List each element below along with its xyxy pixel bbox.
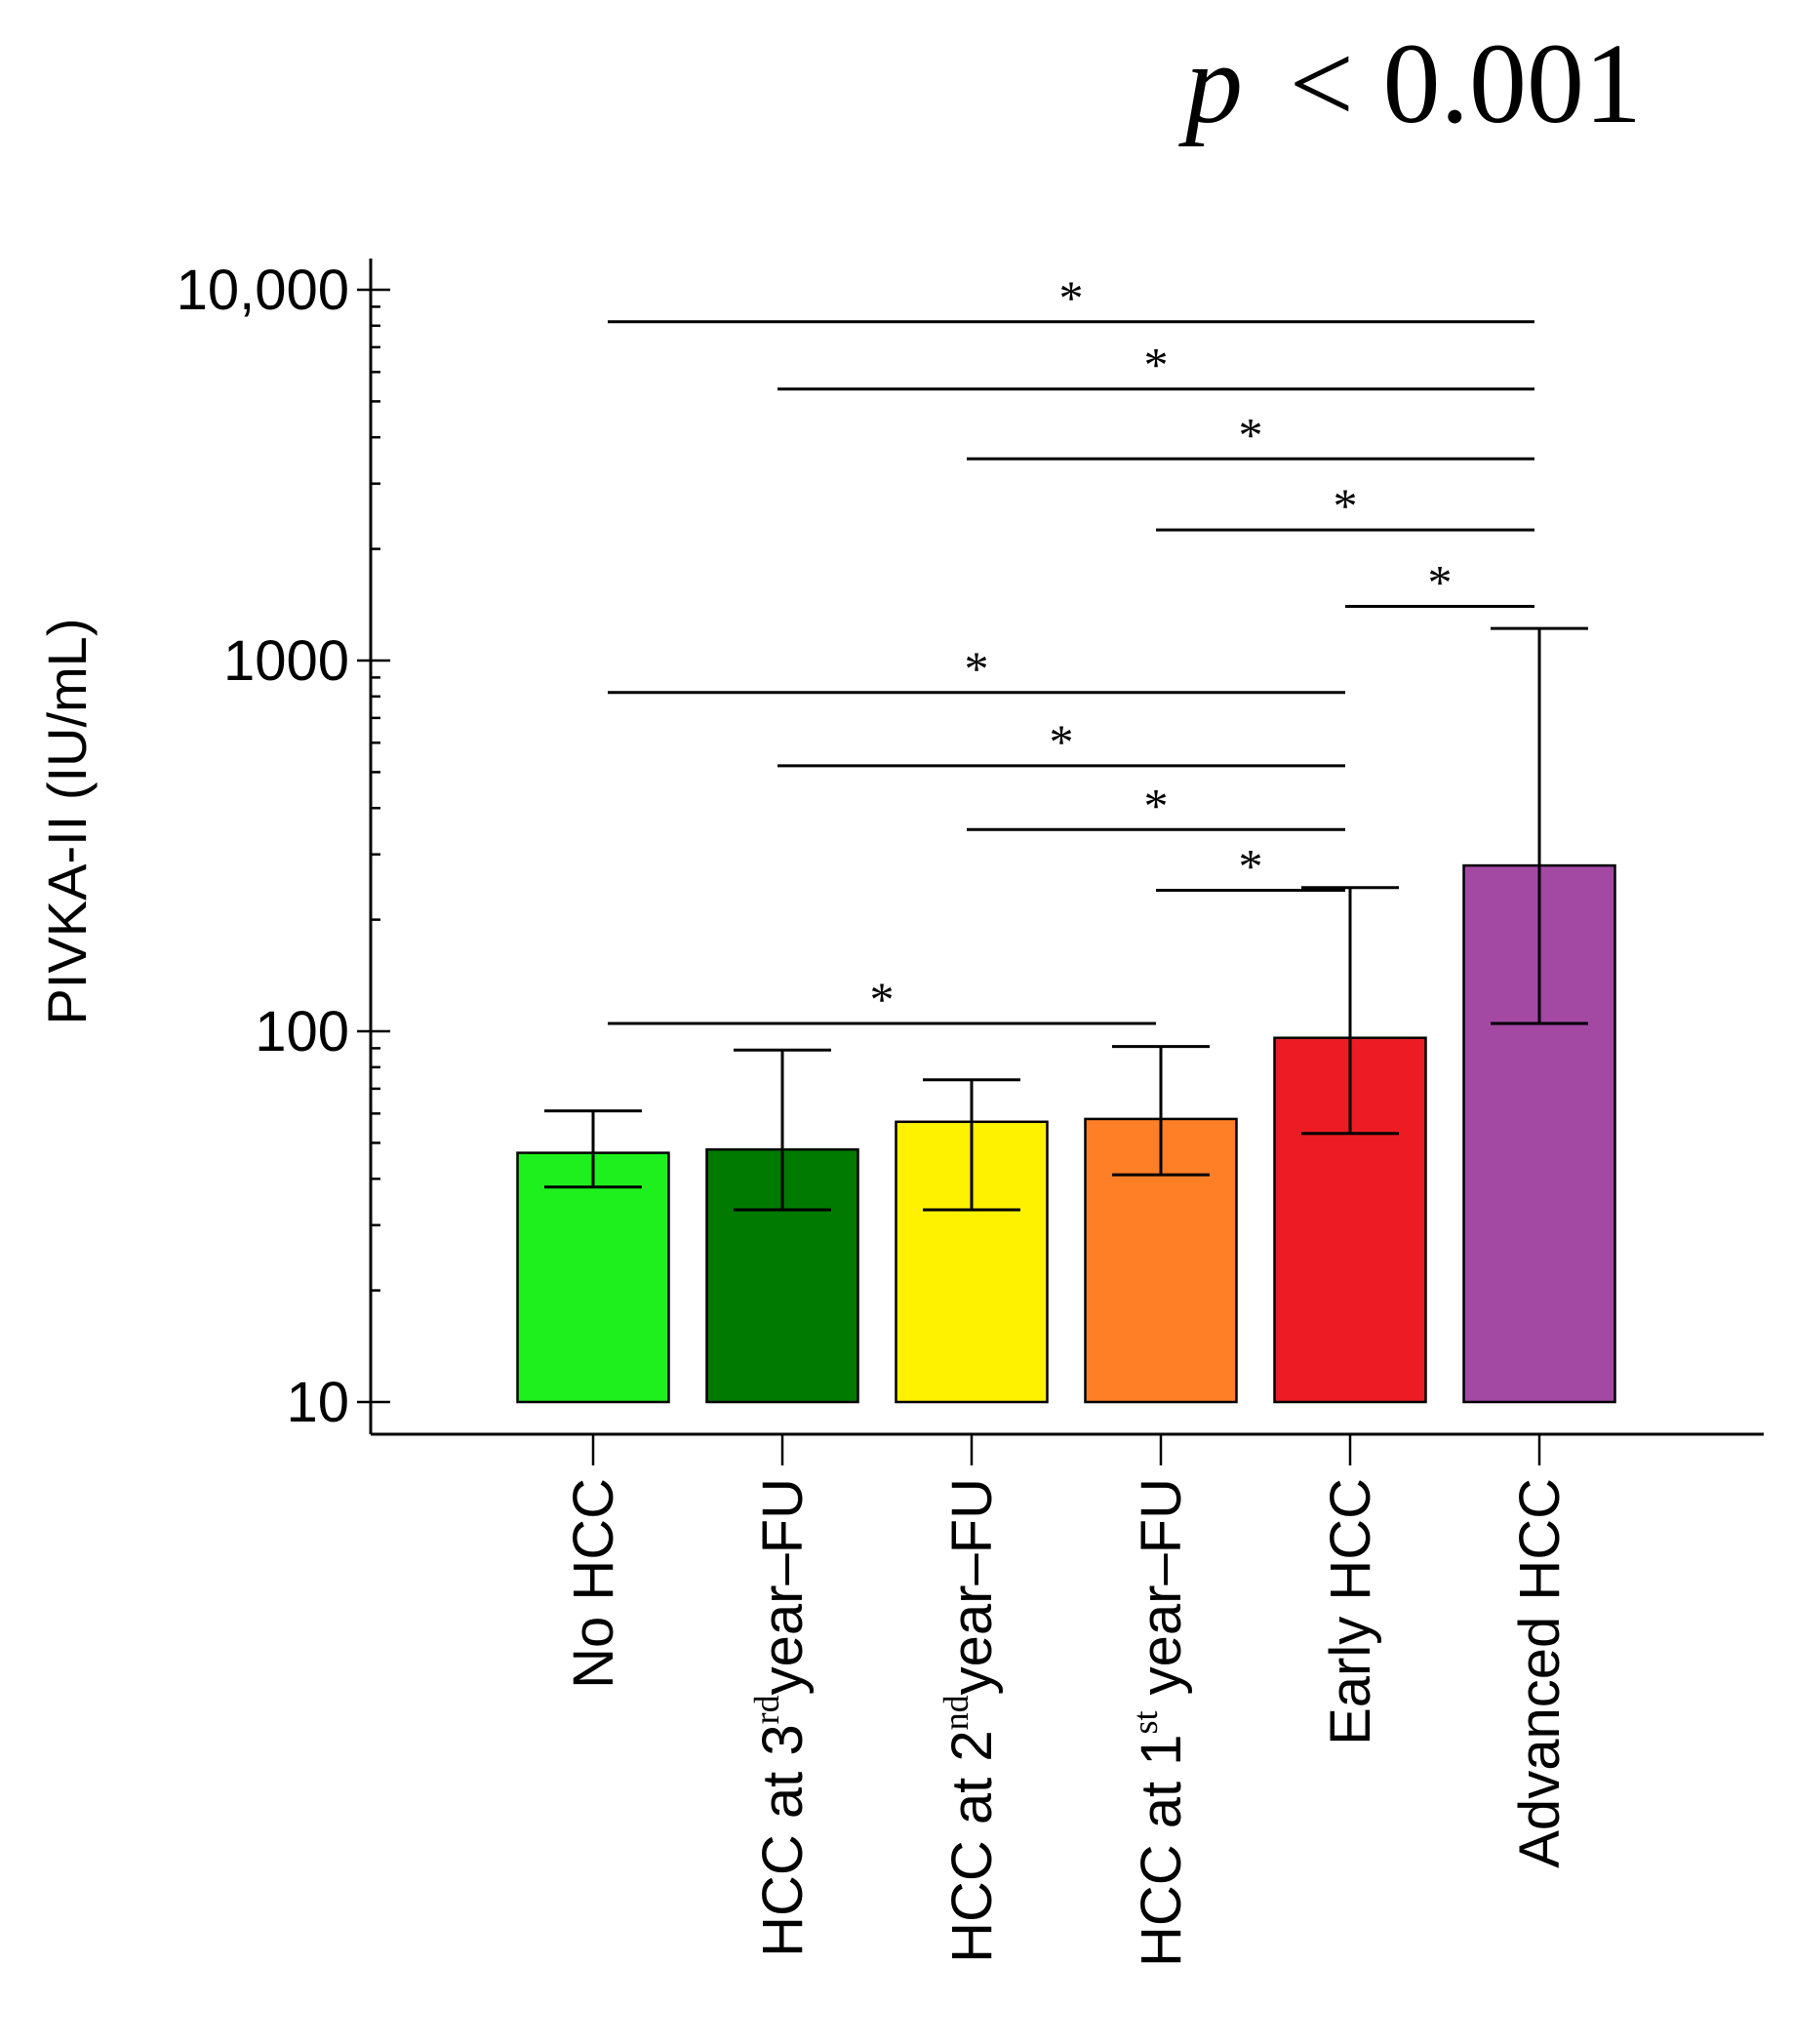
category-label-tail: year–FU bbox=[940, 1478, 1004, 1695]
significance-star: * bbox=[965, 641, 989, 696]
category-label: HCC at 1st year–FU bbox=[1126, 1478, 1193, 1967]
bar bbox=[516, 1151, 670, 1404]
significance-star: * bbox=[1144, 338, 1169, 392]
category-label-tail: year–FU bbox=[751, 1478, 815, 1695]
category-label-base: HCC at 1 bbox=[1130, 1735, 1193, 1968]
category-label-superscript: nd bbox=[936, 1695, 976, 1730]
x-axis bbox=[371, 1432, 1764, 1465]
y-tick-label: 1000 bbox=[223, 629, 349, 693]
category-label: Early HCC bbox=[1319, 1478, 1382, 1745]
p-value-annotation: p < 0.001 bbox=[1178, 20, 1642, 147]
category-label-superscript: st bbox=[1126, 1711, 1165, 1735]
category-label-base: Early HCC bbox=[1319, 1478, 1382, 1745]
category-label-base: HCC at 3 bbox=[751, 1724, 815, 1957]
category-label: HCC at 2ndyear–FU bbox=[936, 1478, 1004, 1963]
y-tick-label: 10 bbox=[286, 1371, 349, 1434]
significance-brackets: * * * * * * * * * * bbox=[608, 270, 1534, 1026]
p-value-text: < 0.001 bbox=[1290, 20, 1643, 147]
error-bars bbox=[544, 626, 1588, 1212]
significance-star: * bbox=[1239, 839, 1263, 894]
significance-star: * bbox=[1050, 714, 1074, 769]
significance-star: * bbox=[1144, 778, 1169, 832]
y-tick-label: 10,000 bbox=[177, 259, 349, 322]
significance-star: * bbox=[870, 972, 895, 1026]
category-label: Advanced HCC bbox=[1508, 1478, 1572, 1868]
category-label-base: No HCC bbox=[562, 1478, 625, 1689]
significance-star: * bbox=[1239, 407, 1263, 461]
significance-star: * bbox=[1059, 270, 1084, 325]
category-label: HCC at 3rdyear–FU bbox=[747, 1478, 815, 1957]
category-label-superscript: rd bbox=[747, 1695, 786, 1724]
y-axis: 10 100 1000 10,000 bbox=[177, 259, 390, 1434]
bar-series bbox=[516, 863, 1616, 1404]
y-axis-label: PIVKA-II (IU/mL) bbox=[36, 619, 98, 1025]
category-label-base: Advanced HCC bbox=[1508, 1478, 1572, 1868]
category-label-tail: year–FU bbox=[1130, 1478, 1193, 1711]
y-tick-label: 100 bbox=[255, 1000, 349, 1063]
p-symbol: p bbox=[1178, 20, 1243, 147]
significance-star: * bbox=[1334, 478, 1358, 533]
category-label: No HCC bbox=[562, 1478, 625, 1689]
category-label-base: HCC at 2 bbox=[940, 1730, 1004, 1963]
significance-star: * bbox=[1428, 554, 1453, 609]
